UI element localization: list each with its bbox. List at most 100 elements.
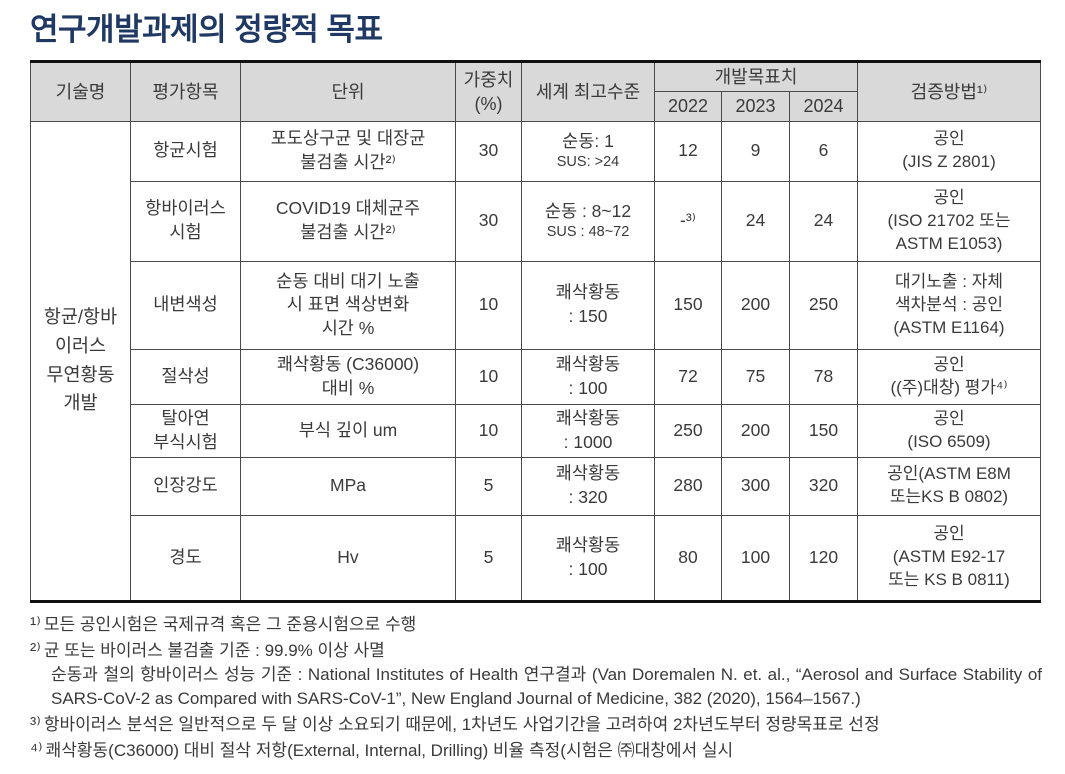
footnote-4: ⁴⁾ 쾌삭황동(C36000) 대비 절삭 저항(External, Intern… xyxy=(30,737,1042,763)
world-best-main: 쾌삭황동 xyxy=(555,282,621,303)
world-best-sub: : 320 xyxy=(568,487,608,508)
cell-target-2022: 280 xyxy=(654,456,722,516)
footnote-text: 균 또는 바이러스 불검출 기준 : 99.9% 이상 사멸 순동과 철의 항바… xyxy=(43,640,1042,708)
cell-eval-item: 내변색성 xyxy=(130,260,241,350)
cell-unit: 부식 깊이 um xyxy=(240,403,456,458)
cell-target-2023: 200 xyxy=(721,403,790,458)
cell-eval-item: 항바이러스 시험 xyxy=(130,180,241,262)
cell-verification: 공인 (ISO 21702 또는 ASTM E1053) xyxy=(857,180,1041,262)
cell-world-best: 쾌삭황동 : 150 xyxy=(521,260,655,350)
col-header-world-best: 세계 최고수준 xyxy=(521,61,655,122)
table-row: 탈아연 부식시험 부식 깊이 um 10 쾌삭황동: 1000 250 200 … xyxy=(31,403,1041,458)
header-row-years: 2022 2023 2024 xyxy=(31,91,1041,122)
cell-eval-item: 경도 xyxy=(130,514,241,602)
cell-target-2023: 9 xyxy=(721,120,790,182)
footnote-text: 항바이러스 분석은 일반적으로 두 달 이상 소요되기 때문에, 1차년도 사업… xyxy=(43,714,880,734)
cell-verification: 공인(ASTM E8M 또는KS B 0802) xyxy=(857,456,1041,516)
footnote-marker: ³⁾ xyxy=(30,712,41,734)
world-best-main: 쾌삭황동 xyxy=(555,353,621,374)
table-row: 항균/항바 이러스 무연황동 개발 항균시험 포도상구균 및 대장균 불검출 시… xyxy=(30,120,1041,602)
footnote-1: ¹⁾ 모든 공인시험은 국제규격 혹은 그 준용시험으로 수행 xyxy=(30,611,1042,637)
footnote-marker: ⁴⁾ xyxy=(30,738,43,760)
world-best-main: 쾌삭황동 xyxy=(555,407,621,428)
cell-weight: 10 xyxy=(455,260,522,350)
col-header-weight: 가중치 (%) xyxy=(455,61,522,122)
world-best-sub: SUS : 48~72 xyxy=(546,224,630,241)
cell-unit: 순동 대비 대기 노출 시 표면 색상변화 시간 % xyxy=(240,260,456,350)
cell-target-2022: 12 xyxy=(654,120,722,182)
cell-target-2024: 120 xyxy=(789,514,858,602)
footnote-marker: ¹⁾ xyxy=(30,612,41,634)
cell-target-2022: 80 xyxy=(654,514,722,602)
cell-weight: 30 xyxy=(455,180,522,262)
cell-world-best: 쾌삭황동 : 1000 xyxy=(521,403,655,458)
world-best-main: 쾌삭황동 xyxy=(555,534,621,555)
cell-unit: 포도상구균 및 대장균 불검출 시간²⁾ xyxy=(240,120,456,182)
cell-target-2024: 250 xyxy=(789,260,858,350)
footnote-text: 모든 공인시험은 국제규격 혹은 그 준용시험으로 수행 xyxy=(43,614,417,634)
cell-target-2023: 200 xyxy=(721,260,790,350)
table-row: 경도 Hv 5 쾌삭황동: 100 80 100 120 공인 (ASTM E9… xyxy=(31,514,1041,602)
cell-verification: 대기노출 : 자체 색차분석 : 공인 (ASTM E1164) xyxy=(857,260,1041,350)
cell-target-2022: 72 xyxy=(654,348,722,405)
cell-world-best: 순동 : 8~12 SUS : 48~72 xyxy=(521,180,655,262)
world-best-main: 쾌삭황동 xyxy=(555,463,621,484)
cell-world-best: 쾌삭황동 : 320 xyxy=(521,456,655,516)
footnote-text: 쾌삭황동(C36000) 대비 절삭 저항(External, Internal… xyxy=(45,740,734,760)
cell-target-2024: 24 xyxy=(789,180,858,262)
cell-target-2023: 100 xyxy=(721,514,790,602)
cell-target-2024: 6 xyxy=(789,120,858,182)
cell-unit: Hv xyxy=(240,514,456,602)
cell-eval-item: 인장강도 xyxy=(130,456,241,516)
table-header: 기술명 평가항목 단위 가중치 (%) 세계 최고수준 개발목표치 검증방법¹⁾… xyxy=(30,60,1041,122)
cell-target-2023: 300 xyxy=(721,456,790,516)
col-header-year-2022: 2022 xyxy=(654,91,722,122)
cell-unit: 쾌삭황동 (C36000) 대비 % xyxy=(240,348,456,405)
cell-target-2022: -³⁾ xyxy=(654,180,722,262)
cell-eval-item: 항균시험 xyxy=(130,120,241,182)
cell-weight: 30 xyxy=(455,120,522,182)
cell-target-2024: 150 xyxy=(789,403,858,458)
cell-eval-item: 절삭성 xyxy=(130,348,241,405)
cell-target-2024: 320 xyxy=(789,456,858,516)
cell-target-2023: 75 xyxy=(721,348,790,405)
cell-target-2022: 150 xyxy=(654,260,722,350)
cell-world-best: 쾌삭황동: 100 xyxy=(521,348,655,405)
table-row: 항바이러스 시험 COVID19 대체균주 불검출 시간²⁾ 30 순동 : 8… xyxy=(31,180,1041,262)
footnotes-section: ¹⁾ 모든 공인시험은 국제규격 혹은 그 준용시험으로 수행 ²⁾ 균 또는 바이… xyxy=(30,611,1042,763)
cell-world-best: 순동: 1 SUS: >24 xyxy=(521,120,655,182)
world-best-main: 순동: 1 xyxy=(562,130,614,151)
footnote-3: ³⁾ 항바이러스 분석은 일반적으로 두 달 이상 소요되기 때문에, 1차년도 … xyxy=(30,711,1042,737)
world-best-sub: : 150 xyxy=(568,306,608,327)
page-title: 연구개발과제의 정량적 목표 xyxy=(30,12,383,47)
header-row-1: 기술명 평가항목 단위 가중치 (%) 세계 최고수준 개발목표치 검증방법¹⁾ xyxy=(30,60,1041,122)
table-row: 내변색성 순동 대비 대기 노출 시 표면 색상변화 시간 % 10 쾌삭황동:… xyxy=(31,260,1041,350)
quantitative-goals-table: 기술명 평가항목 단위 가중치 (%) 세계 최고수준 개발목표치 검증방법¹⁾… xyxy=(30,60,1041,603)
world-best-sub: SUS: >24 xyxy=(556,154,620,171)
cell-world-best: 쾌삭황동: 100 xyxy=(521,514,655,602)
table-body: 항균/항바 이러스 무연황동 개발 항균시험 포도상구균 및 대장균 불검출 시… xyxy=(30,120,1041,602)
cell-target-2024: 78 xyxy=(789,348,858,405)
cell-target-2022: 250 xyxy=(654,403,722,458)
col-header-year-2023: 2023 xyxy=(721,91,790,122)
cell-tech-name: 항균/항바 이러스 무연황동 개발 xyxy=(30,120,131,602)
cell-weight: 5 xyxy=(455,456,522,516)
col-header-year-2024: 2024 xyxy=(789,91,858,122)
cell-target-2023: 24 xyxy=(721,180,790,262)
world-best-main: 순동 : 8~12 xyxy=(544,200,632,221)
world-best-sub: : 1000 xyxy=(563,431,613,452)
table-row: 인장강도 MPa 5 쾌삭황동: 320 280 300 320 공인(ASTM… xyxy=(31,456,1041,516)
cell-eval-item: 탈아연 부식시험 xyxy=(130,403,241,458)
col-header-dev-target: 개발목표치 xyxy=(654,60,858,93)
col-header-unit: 단위 xyxy=(240,61,456,122)
cell-weight: 10 xyxy=(455,403,522,458)
cell-verification: 공인 (JIS Z 2801) xyxy=(857,120,1041,182)
footnote-marker: ²⁾ xyxy=(30,638,41,660)
cell-verification: 공인 (ISO 6509) xyxy=(857,403,1041,458)
cell-weight: 5 xyxy=(455,514,522,602)
col-header-eval-item: 평가항목 xyxy=(130,61,241,122)
cell-unit: COVID19 대체균주 불검출 시간²⁾ xyxy=(240,180,456,262)
cell-weight: 10 xyxy=(455,348,522,405)
footnote-2: ²⁾ 균 또는 바이러스 불검출 기준 : 99.9% 이상 사멸 순동과 철의 … xyxy=(30,637,1042,711)
